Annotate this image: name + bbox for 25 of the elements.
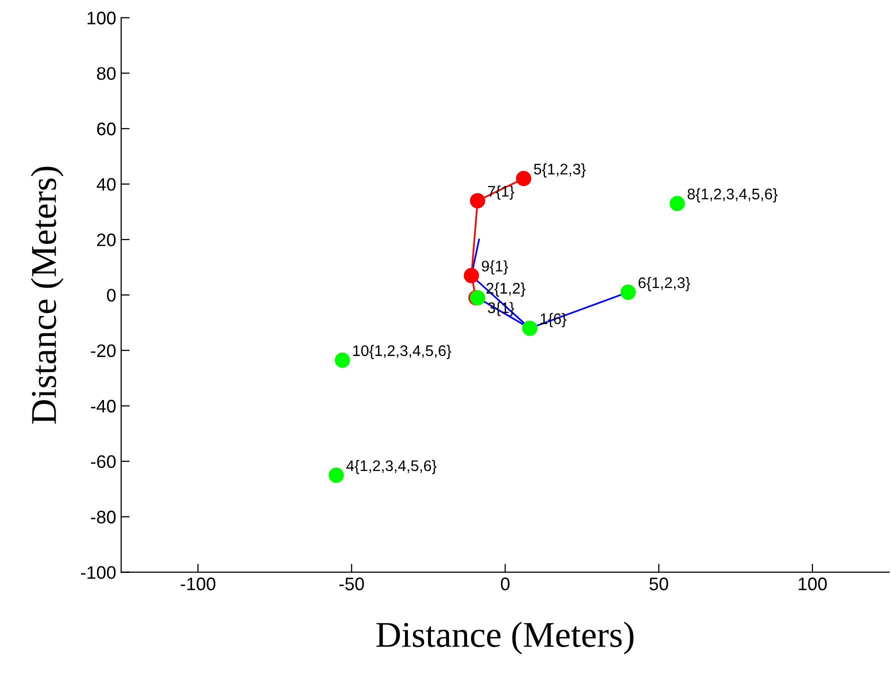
x-tick-label: 0 (500, 578, 510, 590)
annotation: 4{1,2,3,4,5,6} (346, 460, 437, 474)
annotation: 10{1,2,3,4,5,6} (353, 344, 452, 360)
x-tick-label: 50 (649, 578, 668, 590)
y-tick-label: -40 (91, 400, 116, 413)
x-axis-title: Distance (Meters) (376, 622, 634, 654)
y-tick-label: 0 (106, 288, 116, 302)
y-tick-label: 100 (88, 12, 116, 24)
annotation: 9{1} (482, 260, 508, 275)
y-tick-label: -20 (91, 344, 116, 358)
y-tick-label: 20 (97, 233, 116, 246)
x-tick-label: 100 (798, 578, 827, 590)
y-tick-label: -60 (91, 455, 116, 468)
y-tick-label: -80 (91, 510, 116, 524)
x-tick-label: -100 (180, 578, 216, 590)
x-tick-label: -50 (339, 578, 364, 590)
y-tick-label: 40 (96, 178, 116, 191)
y-tick-label: 60 (97, 122, 116, 136)
annotation: 2{1,2} (486, 282, 526, 297)
y-tick-label: 80 (97, 67, 116, 80)
annotation: 5{1,2,3} (534, 163, 586, 178)
y-tick-label: -100 (80, 566, 116, 579)
y-axis-title: Distance (Meters) (30, 166, 64, 424)
annotation: 6{1,2,3} (638, 276, 690, 292)
annotation: 8{1,2,3,4,5,6} (688, 188, 778, 202)
